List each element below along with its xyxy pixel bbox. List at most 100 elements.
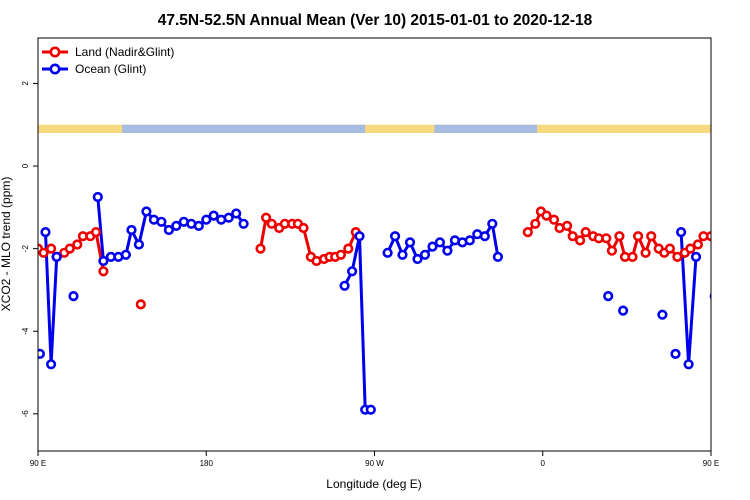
ocean-point-42 [464,235,475,246]
land-point-6 [72,239,83,250]
ocean-point-47 [603,291,614,302]
x-tick-label-4: 90 E [703,459,719,468]
legend-land-label: Land (Nadir&Glint) [75,45,174,59]
ocean-point-1 [40,227,51,238]
land-ocean-mask [38,124,711,133]
ocean-point-53 [690,251,702,262]
ocean-point-2 [45,359,57,370]
land-point-50 [664,243,676,254]
ocean-point-21 [208,210,219,221]
ocean-point-10 [126,224,137,236]
ocean-point-16 [171,220,182,231]
land-point-57 [713,228,721,236]
ocean-point-24 [231,208,242,219]
ocean-point-45 [487,218,498,229]
ocean-point-50 [670,348,681,360]
ocean-point-32 [390,231,401,242]
x-tick-label-0: 90 E [30,459,46,468]
ocean-point-19 [193,220,204,231]
ocean-point-38 [434,237,446,248]
land-point-25 [335,249,347,260]
legend-ocean-marker [49,63,61,75]
land-point-41 [606,245,618,256]
land-point-37 [580,227,591,238]
land-point-14 [266,218,277,229]
land-point-2 [45,243,57,254]
ocean-point-44 [479,231,490,242]
ocean-point-48 [617,305,629,316]
ocean-point-30 [365,404,376,415]
ocean-point-37 [427,241,438,252]
y-tick-label-2: -2 [21,245,30,253]
ocean-point-6 [98,255,109,267]
land-point-31 [541,210,552,221]
land-point-45 [632,231,644,242]
land-point-51 [672,251,683,262]
land-point-42 [614,231,625,242]
ocean-point-5 [92,191,103,203]
ocean-point-33 [397,249,408,260]
legend-item-ocean: Ocean (Glint) [42,62,146,76]
y-tick-label-4: 2 [21,81,30,86]
x-tick-label-2: 90 W [365,459,384,468]
land-point-13 [261,212,272,223]
series-markers [38,191,750,415]
ocean-point-12 [141,206,152,217]
ocean-point-15 [163,224,174,236]
land-point-58 [717,268,725,276]
ocean-point-34 [404,237,416,248]
ocean-point-4 [68,291,79,302]
land-point-35 [567,231,578,242]
land-point-46 [640,247,651,258]
ocean-point-20 [201,214,212,225]
land-point-36 [574,235,586,246]
x-tick-label-3: 0 [541,459,546,468]
legend: Land (Nadir&Glint) Ocean (Glint) [42,45,174,76]
ocean-point-25 [238,218,249,229]
ocean-point-49 [657,309,668,320]
chart-title: 47.5N-52.5N Annual Mean (Ver 10) 2015-01… [158,12,593,29]
ocean-line-segment-5 [741,197,750,261]
land-point-9 [90,227,102,238]
land-point-47 [646,231,657,242]
land-point-53 [685,243,696,254]
x-tick-label-1: 180 [200,459,214,468]
ocean-point-28 [354,231,365,242]
ocean-point-27 [347,266,358,277]
land-point-28 [522,227,533,238]
land-point-44 [627,251,638,262]
land-point-54 [692,239,704,250]
ocean-line-segment-2 [343,234,371,412]
x-axis: 90 E 180 90 W 0 90 E [30,451,719,468]
land-point-40 [601,233,612,244]
ocean-point-36 [419,249,431,260]
ocean-point-46 [492,251,504,262]
ocean-point-23 [223,212,234,223]
y-tick-label-0: -6 [21,410,30,418]
ocean-point-54 [709,292,711,300]
ocean-point-56 [745,257,750,265]
land-band [38,124,711,133]
y-tick-label-3: 0 [21,163,30,168]
ocean-point-55 [737,193,745,201]
ocean-band-0 [122,124,366,133]
ocean-point-0 [38,348,45,359]
ocean-point-9 [120,249,131,260]
ocean-point-11 [133,239,144,250]
land-point-32 [548,214,560,225]
legend-ocean-label: Ocean (Glint) [75,62,146,76]
land-point-1 [38,247,49,258]
ocean-point-52 [683,359,694,370]
y-axis-label: XCO2 - MLO trend (ppm) [0,177,13,312]
land-point-34 [561,220,573,231]
land-point-10 [98,266,109,277]
ocean-point-35 [412,253,423,265]
land-point-19 [298,222,309,234]
ocean-point-51 [675,227,687,238]
land-point-56 [705,231,711,242]
ocean-point-3 [51,251,62,262]
ocean-point-26 [339,280,350,291]
land-point-5 [64,243,75,254]
legend-item-land: Land (Nadir&Glint) [42,45,174,59]
